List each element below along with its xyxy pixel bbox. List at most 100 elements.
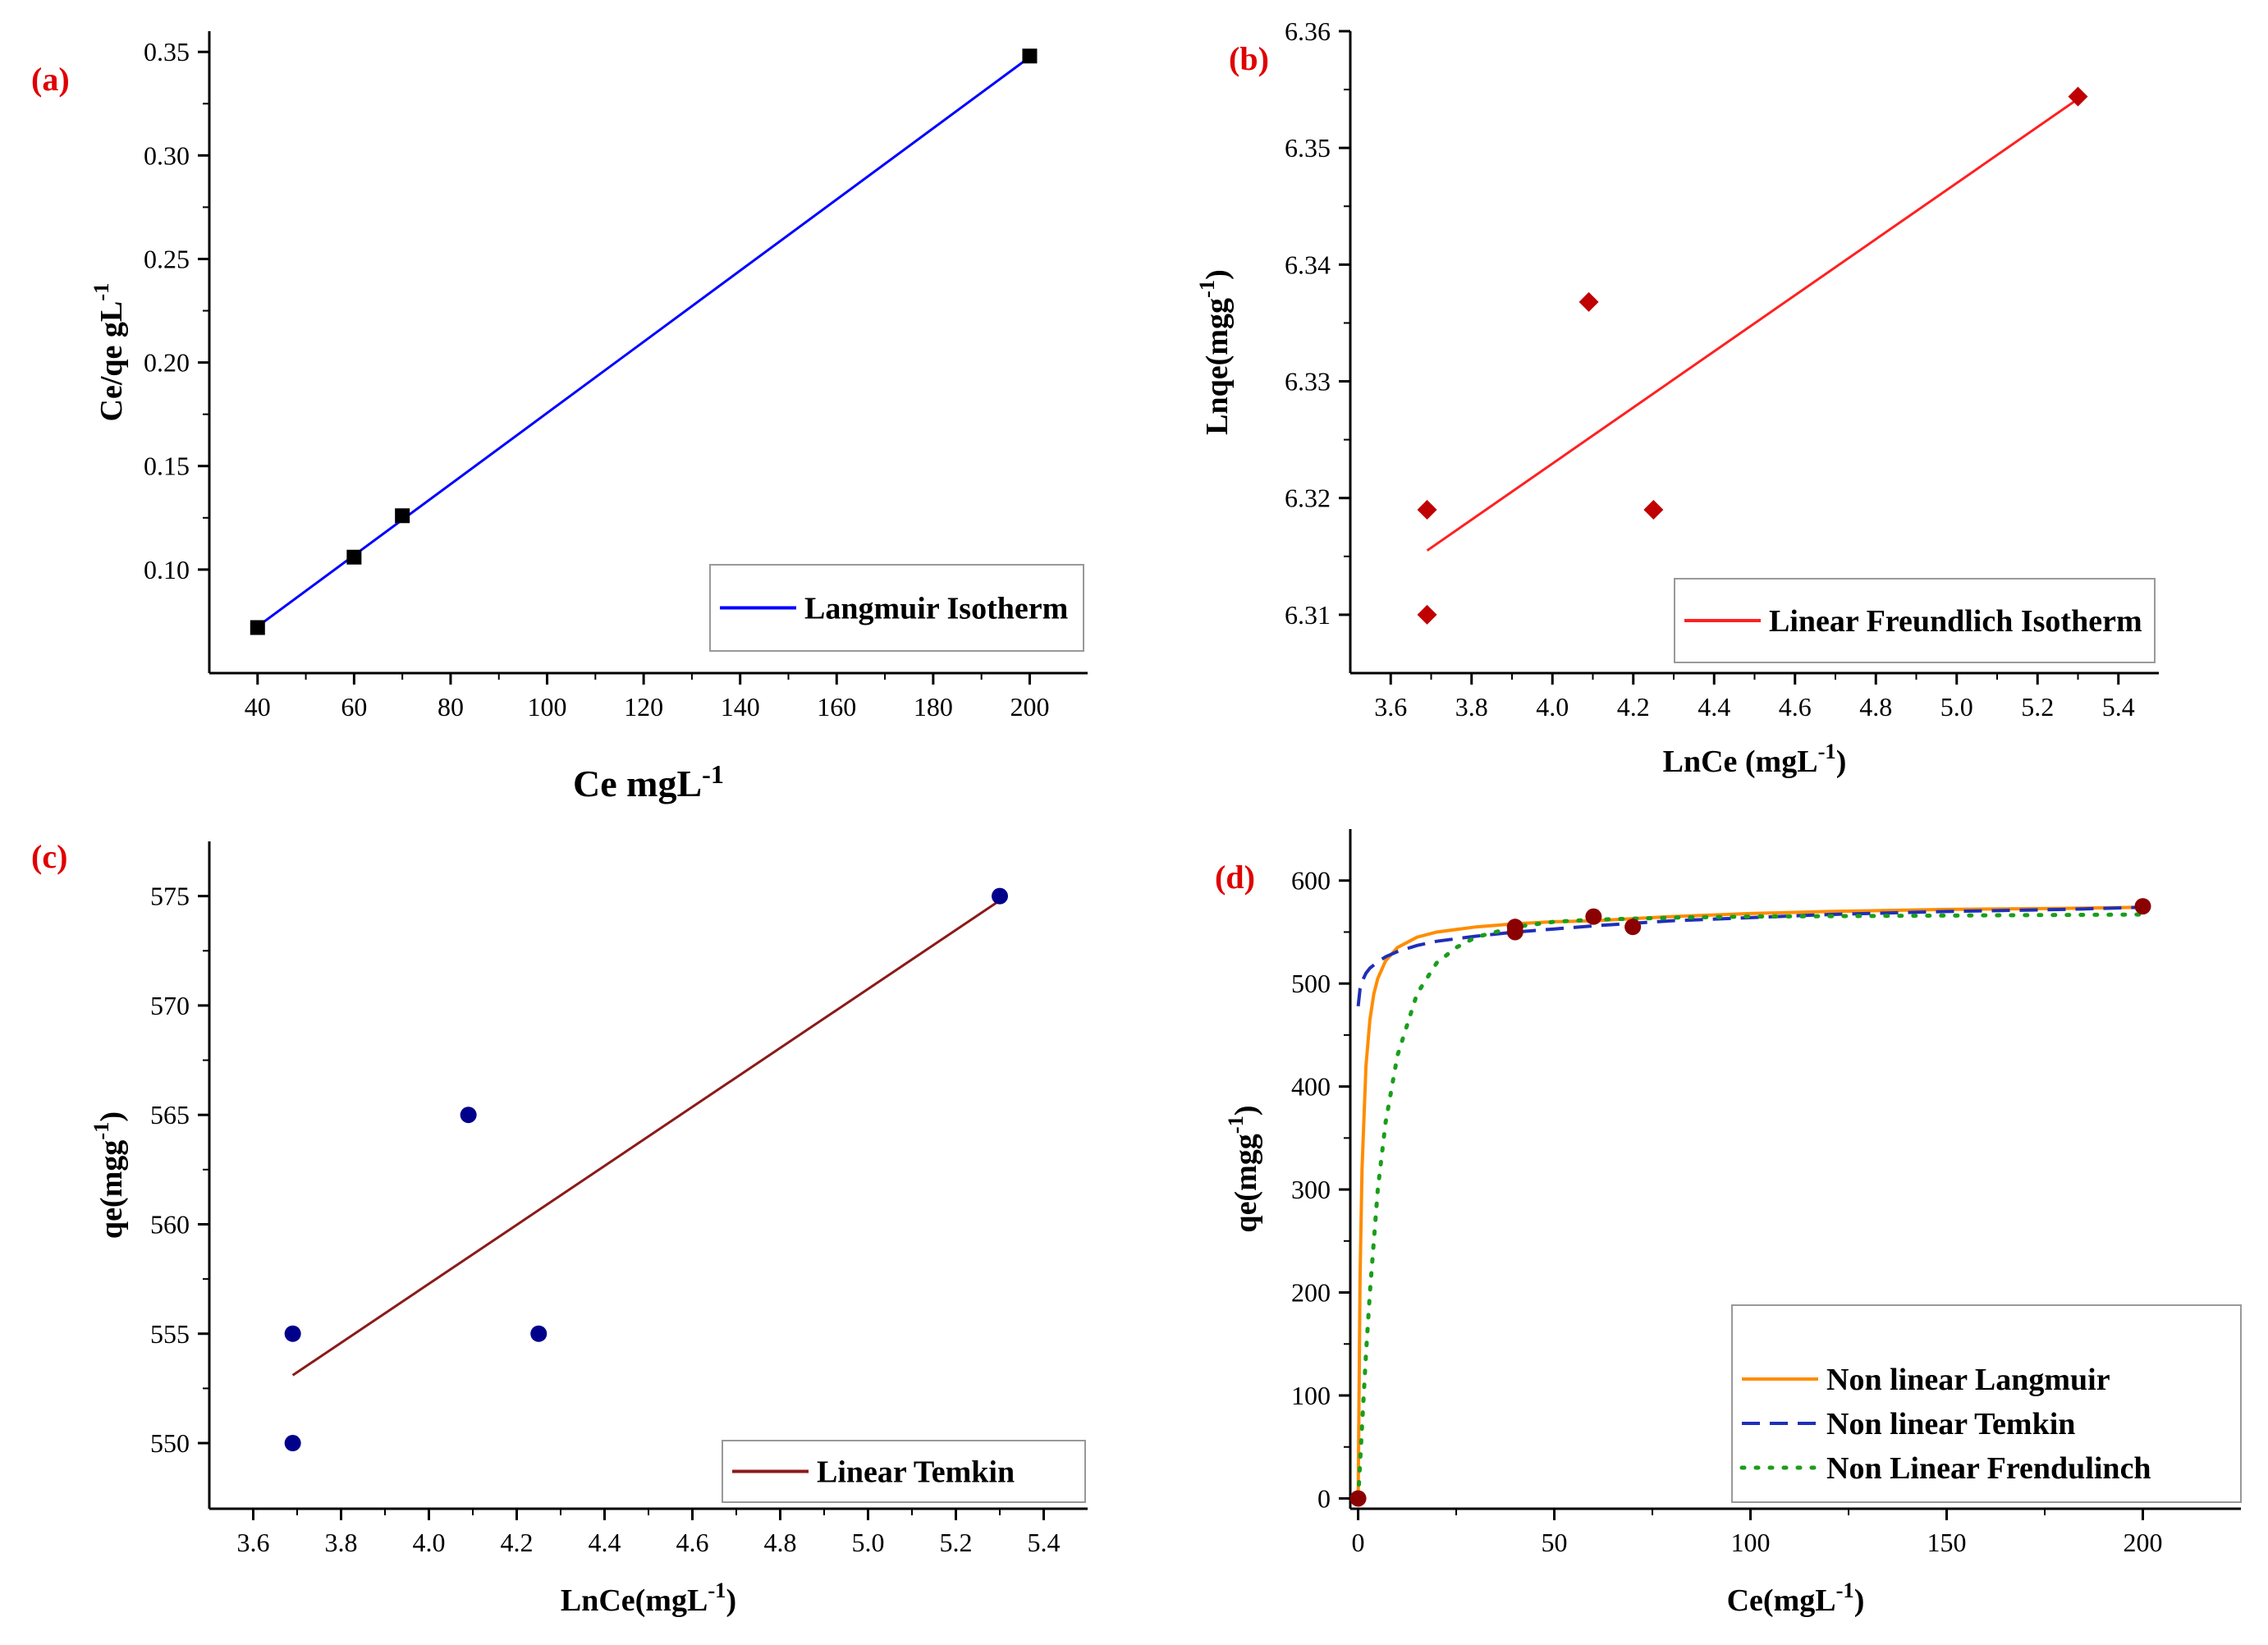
y-axis-title-text: Ce/qe gL <box>94 301 129 422</box>
x-tick-label: 80 <box>438 692 464 722</box>
x-tick-label: 5.0 <box>1940 692 1973 722</box>
data-point <box>1643 499 1664 520</box>
x-tick-label: 4.0 <box>413 1528 446 1557</box>
legend-label: Non linear Temkin <box>1826 1407 2075 1441</box>
x-axis-title: LnCe(mgL-1) <box>561 1578 736 1618</box>
legend-label: Linear Freundlich Isotherm <box>1769 604 2142 639</box>
x-tick-label: 160 <box>817 692 856 722</box>
y-axis-title: Lnqe(mgg-1) <box>1194 269 1235 435</box>
y-axis-title: Ce/qe gL-1 <box>89 283 129 422</box>
data-point <box>1022 48 1038 64</box>
data-point <box>2134 898 2151 915</box>
x-axis-title-text: LnCe(mgL <box>561 1583 708 1618</box>
legend-label: Non Linear Frendulinch <box>1826 1451 2151 1486</box>
panel-b: (b) 3.6 3.8 4.0 4.2 4.4 4.6 4.8 5.0 5.2 5.4 6.31 6.3… <box>1194 16 2159 779</box>
panel-d: (d) 0 50 100 150 200 0 100 200 300 400 500 600 Ce(mgL… <box>1215 829 2242 1618</box>
y-tick-label: 0.20 <box>144 348 190 378</box>
x-tick-label: 3.8 <box>325 1528 358 1557</box>
legend: Langmuir Isotherm <box>709 564 1084 652</box>
data-point <box>250 620 265 635</box>
panel-label: (d) <box>1215 859 1255 896</box>
y-tick-label: 565 <box>150 1100 190 1130</box>
y-axis-title-sup: -1 <box>1194 280 1219 298</box>
x-tick-label: 4.8 <box>764 1528 797 1557</box>
legend-label: Non linear Langmuir <box>1826 1363 2110 1397</box>
x-tick-label: 150 <box>1927 1528 1967 1557</box>
y-axis-title-text: qe(mgg <box>1229 1134 1263 1232</box>
y-tick-label: 6.32 <box>1285 483 1331 513</box>
y-tick-label: 575 <box>150 882 190 911</box>
x-tick-label: 4.6 <box>1779 692 1812 722</box>
y-tick-label: 300 <box>1291 1175 1331 1204</box>
x-axis-title-tail: ) <box>1854 1583 1865 1618</box>
panel-label: (b) <box>1229 40 1269 77</box>
y-tick-label: 570 <box>150 991 190 1020</box>
x-tick-label: 3.6 <box>237 1528 270 1557</box>
x-tick-label: 4.8 <box>1859 692 1892 722</box>
data-point <box>1417 604 1437 625</box>
x-axis-title-sup: -1 <box>702 759 724 789</box>
data-point <box>1417 499 1437 520</box>
legend-label: Langmuir Isotherm <box>804 592 1068 626</box>
x-axis-title-tail: ) <box>1836 745 1847 779</box>
x-tick-label: 4.0 <box>1536 692 1569 722</box>
x-axis-title-text: LnCe (mgL <box>1663 745 1818 779</box>
data-point <box>1585 908 1602 925</box>
y-tick-label: 0 <box>1317 1483 1331 1513</box>
x-axis-title: Ce mgL-1 <box>573 759 724 804</box>
y-tick-label: 560 <box>150 1209 190 1239</box>
y-tick-label: 0.25 <box>144 244 190 273</box>
panel-c: (c) 3.6 3.8 4.0 4.2 4.4 4.6 4.8 5.0 5.2 5.4 550 555 5… <box>31 838 1088 1618</box>
data-point <box>395 508 410 524</box>
x-tick-label: 120 <box>624 692 663 722</box>
panel-a: (a) 40 60 80 100 120 140 160 180 200 0.10 0.15 0.20 0… <box>31 31 1088 804</box>
series-line-2 <box>1356 912 2145 1501</box>
data-point <box>284 1435 301 1452</box>
data-point <box>992 887 1008 905</box>
y-tick-label: 550 <box>150 1428 190 1458</box>
x-axis-title-text: Ce mgL <box>573 763 702 804</box>
x-tick-label: 140 <box>721 692 760 722</box>
y-axis-title: qe(mgg-1) <box>1223 1105 1263 1232</box>
x-tick-label: 3.8 <box>1455 692 1488 722</box>
y-axis-title-sup: -1 <box>1223 1116 1248 1134</box>
x-tick-label: 4.6 <box>676 1528 709 1557</box>
y-axis-title-sup: -1 <box>89 1122 113 1140</box>
y-tick-label: 6.35 <box>1285 133 1331 163</box>
y-axis-title-tail: ) <box>1229 1105 1263 1116</box>
x-tick-label: 100 <box>1731 1528 1771 1557</box>
y-tick-label: 600 <box>1291 866 1331 896</box>
x-tick-label: 4.4 <box>1698 692 1730 722</box>
data-point <box>284 1325 301 1342</box>
y-axis-title-sup: -1 <box>89 283 113 301</box>
x-tick-label: 100 <box>528 692 567 722</box>
x-axis-title-sup: -1 <box>1818 739 1836 763</box>
y-tick-label: 6.34 <box>1285 250 1331 279</box>
data-point <box>1578 291 1599 312</box>
x-tick-label: 5.4 <box>2102 692 2135 722</box>
y-tick-label: 6.31 <box>1285 600 1331 630</box>
fit-line <box>256 56 1031 628</box>
y-tick-label: 0.10 <box>144 555 190 584</box>
y-tick-label: 500 <box>1291 969 1331 998</box>
y-tick-label: 0.30 <box>144 140 190 170</box>
x-axis-title-sup: -1 <box>1836 1578 1854 1602</box>
x-tick-label: 180 <box>914 692 953 722</box>
y-tick-label: 100 <box>1291 1381 1331 1410</box>
data-point <box>1349 1490 1367 1507</box>
data-point <box>460 1107 477 1124</box>
legend-label: Linear Temkin <box>817 1455 1015 1490</box>
x-axis-title-text: Ce(mgL <box>1727 1583 1836 1618</box>
panel-label: (c) <box>31 838 67 875</box>
x-tick-label: 4.4 <box>589 1528 621 1557</box>
x-tick-label: 40 <box>245 692 271 722</box>
x-tick-label: 4.2 <box>1617 692 1650 722</box>
x-tick-label: 5.2 <box>940 1528 973 1557</box>
y-axis-title-text: qe(mgg <box>94 1140 129 1239</box>
x-tick-label: 4.2 <box>501 1528 534 1557</box>
fit-line <box>1426 98 2079 552</box>
x-axis-title-sup: -1 <box>708 1578 726 1602</box>
fit-line <box>291 899 1001 1377</box>
